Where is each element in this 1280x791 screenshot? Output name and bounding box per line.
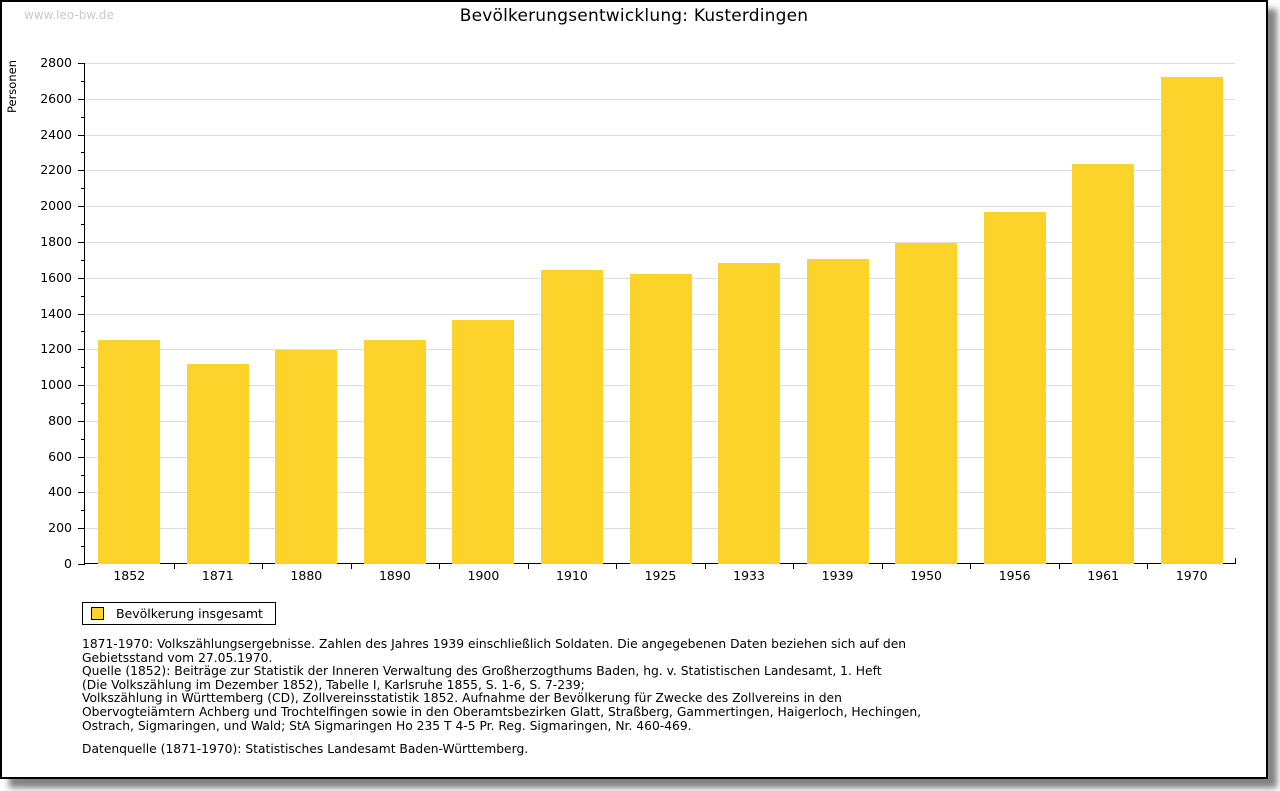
y-tick-minor [81, 402, 85, 404]
x-tick [1147, 564, 1149, 569]
y-tick-label: 1000 [40, 377, 72, 393]
y-tick-major [78, 313, 85, 315]
x-tick-label: 1871 [201, 568, 234, 583]
bar [718, 263, 781, 564]
bar [452, 319, 515, 564]
x-tick [1235, 558, 1236, 564]
x-tick-label: 1925 [644, 568, 677, 583]
x-tick-label: 1950 [910, 568, 943, 583]
legend-swatch-icon [91, 607, 104, 620]
x-tick [262, 564, 264, 569]
x-tick-label: 1900 [467, 568, 500, 583]
y-tick-minor [81, 116, 85, 118]
y-tick-minor [81, 438, 85, 440]
legend-label: Bevölkerung insgesamt [116, 606, 263, 621]
chart-title: Bevölkerungsentwicklung: Kusterdingen [459, 6, 809, 26]
x-tick-label: 1890 [378, 568, 411, 583]
y-tick-minor [81, 510, 85, 512]
bar [275, 349, 338, 564]
y-gridline [85, 206, 1235, 208]
x-tick [616, 564, 618, 569]
x-tick-label: 1961 [1087, 568, 1120, 583]
x-tick [1058, 564, 1060, 569]
y-gridline [85, 170, 1235, 172]
x-tick [970, 564, 972, 569]
x-tick [881, 564, 883, 569]
x-tick-label: 1852 [113, 568, 146, 583]
y-tick-major [78, 277, 85, 279]
y-tick-label: 400 [48, 484, 72, 500]
y-tick-major [78, 63, 85, 64]
footnotes: 1871-1970: Volkszählungsergebnisse. Zahl… [82, 637, 922, 733]
legend-box: Bevölkerung insgesamt [82, 602, 276, 625]
y-tick-label: 1600 [40, 269, 72, 285]
y-tick-minor [81, 224, 85, 226]
y-tick-major [78, 564, 85, 565]
y-tick-minor [81, 259, 85, 261]
x-tick-label: 1933 [733, 568, 765, 583]
y-tick-minor [81, 331, 85, 333]
chart-panel: www.leo-bw.de Bevölkerungsentwicklung: K… [0, 0, 1268, 779]
y-gridline [85, 98, 1235, 100]
bar [629, 274, 692, 564]
x-tick-label: 1939 [821, 568, 854, 583]
y-tick-major [78, 98, 85, 100]
y-tick-label: 2000 [40, 198, 72, 214]
x-tick [527, 564, 529, 569]
y-gridline [85, 63, 1235, 64]
plot-area: 0 200 400 600 800 1000 1200 1400 1600 1800 2000 220… [40, 56, 1236, 583]
y-tick-minor [81, 367, 85, 369]
y-tick-minor [81, 188, 85, 190]
y-tick-label: 200 [48, 520, 72, 536]
data-source-line: Datenquelle (1871-1970): Statistisches L… [82, 742, 529, 756]
y-tick-major [78, 456, 85, 458]
bar [540, 270, 603, 564]
x-tick [173, 564, 175, 569]
y-tick-label: 2400 [40, 126, 72, 142]
x-tick [439, 564, 441, 569]
y-tick-major [78, 170, 85, 172]
bar [186, 363, 249, 564]
y-tick-major [78, 420, 85, 422]
y-tick-label: 0 [64, 556, 72, 571]
y-tick-minor [81, 80, 85, 82]
bar [806, 259, 869, 564]
y-gridline [85, 241, 1235, 243]
x-tick-label: 1956 [998, 568, 1031, 583]
y-tick-label: 2600 [40, 90, 72, 106]
y-tick-label: 1200 [40, 341, 72, 357]
x-tick [793, 564, 795, 569]
y-tick-major [78, 206, 85, 208]
x-tick-label: 1910 [556, 568, 588, 583]
watermark: www.leo-bw.de [24, 8, 114, 22]
y-tick-label: 800 [48, 412, 72, 428]
x-tick [350, 564, 352, 569]
y-tick-major [78, 385, 85, 387]
y-tick-minor [81, 546, 85, 548]
x-tick [704, 564, 706, 569]
x-tick-label: 1970 [1175, 568, 1208, 583]
bar [98, 339, 161, 564]
bar [363, 339, 426, 564]
y-tick-major [78, 349, 85, 351]
bar [895, 243, 958, 564]
bar [1160, 76, 1223, 564]
y-tick-label: 1400 [40, 305, 72, 321]
y-gridline [85, 134, 1235, 136]
y-tick-minor [81, 295, 85, 297]
y-tick-major [78, 492, 85, 494]
bar [983, 212, 1046, 564]
y-tick-label: 600 [48, 448, 72, 464]
y-tick-minor [81, 474, 85, 476]
y-tick-label: 2800 [40, 55, 72, 70]
y-tick-label: 1800 [40, 233, 72, 249]
y-tick-major [78, 241, 85, 243]
y-tick-label: 2200 [40, 162, 72, 178]
y-tick-major [78, 528, 85, 530]
bar [1072, 164, 1135, 564]
x-tick-label: 1880 [290, 568, 323, 583]
y-tick-major [78, 134, 85, 136]
y-tick-minor [81, 152, 85, 154]
